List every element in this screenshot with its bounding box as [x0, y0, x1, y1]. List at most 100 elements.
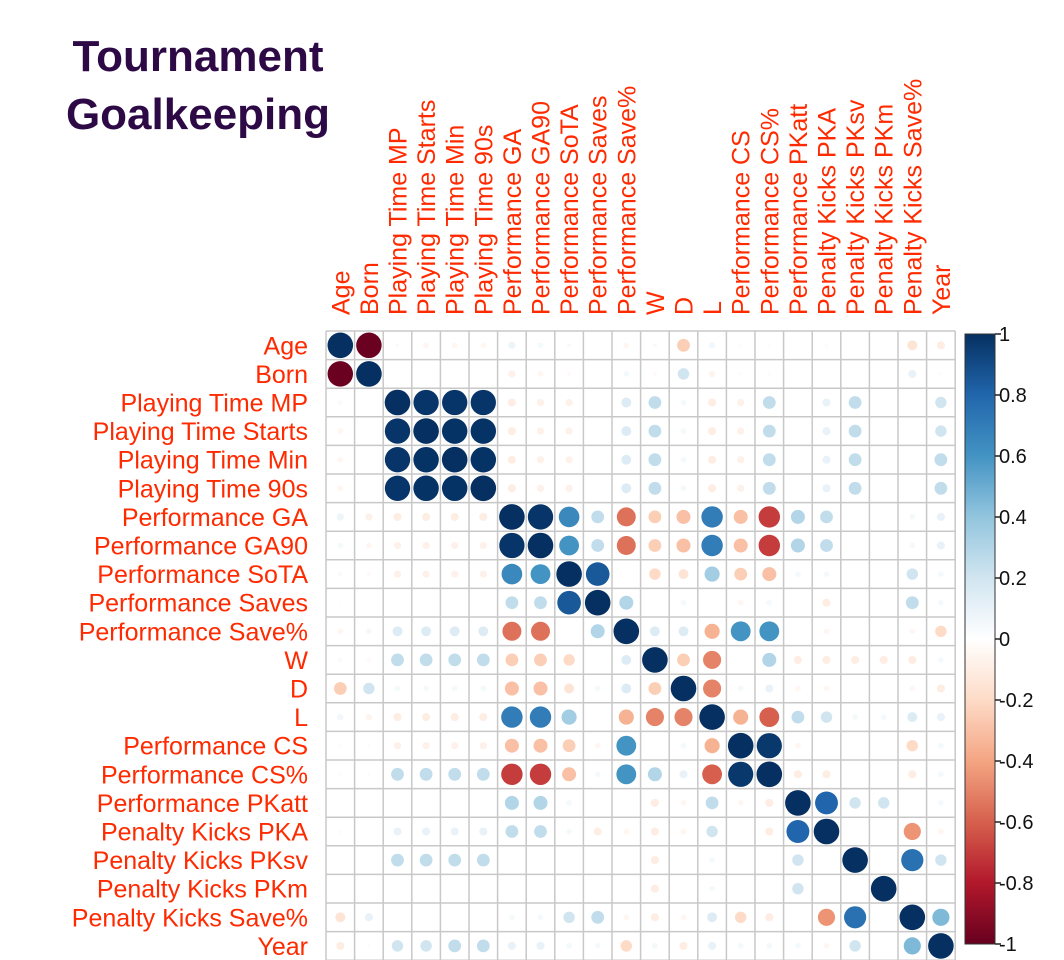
- corr-circle: [441, 446, 468, 473]
- corr-circle: [680, 485, 687, 492]
- corr-circle: [758, 534, 781, 557]
- chart-title-line-1: Tournament: [72, 32, 324, 81]
- legend-tick-label: 0: [999, 629, 1010, 651]
- corr-circle: [795, 571, 801, 577]
- corr-circle: [565, 427, 573, 435]
- corr-circle: [384, 418, 411, 444]
- row-label: Playing Time Min: [118, 447, 308, 475]
- corr-circle: [448, 767, 462, 781]
- corr-circle: [616, 764, 637, 785]
- corr-circle: [333, 682, 347, 695]
- column-label: Born: [356, 262, 384, 315]
- corr-circle: [938, 800, 944, 806]
- row-label: Performance GA: [122, 504, 309, 532]
- corr-circle: [499, 504, 525, 530]
- corr-circle: [934, 481, 948, 495]
- corr-circle: [909, 628, 916, 635]
- corr-circle: [478, 626, 489, 637]
- corr-circle: [338, 657, 343, 663]
- corr-circle: [621, 454, 632, 465]
- chart-title-line-2: Goalkeeping: [65, 90, 331, 139]
- column-label: Penalty Kicks PKm: [871, 104, 899, 315]
- corr-circle: [594, 742, 601, 749]
- corr-circle: [822, 770, 831, 779]
- corr-circle: [536, 941, 545, 950]
- corr-circle: [936, 684, 945, 693]
- corr-circle: [758, 506, 781, 528]
- corr-circle: [699, 704, 725, 730]
- corr-circle: [470, 418, 497, 444]
- corr-circle: [618, 709, 634, 725]
- color-legend-bar: [964, 333, 996, 945]
- corr-circle: [738, 343, 743, 348]
- corr-circle: [337, 628, 344, 635]
- corr-circle: [450, 713, 459, 722]
- corr-circle: [823, 685, 830, 692]
- corr-circle: [621, 654, 632, 665]
- corr-circle: [767, 372, 772, 376]
- corr-circle: [701, 506, 723, 528]
- corr-circle: [565, 456, 573, 464]
- corr-circle: [591, 910, 605, 924]
- corr-circle: [596, 372, 599, 376]
- column-label: Performance Save%: [613, 86, 641, 315]
- corr-circle: [423, 342, 429, 349]
- corr-circle: [903, 822, 921, 841]
- corr-circle: [561, 709, 577, 725]
- corr-circle: [649, 626, 660, 637]
- corr-circle: [531, 621, 550, 641]
- corr-circle: [448, 653, 462, 667]
- row-label: Penalty Kicks PKsv: [93, 847, 309, 875]
- corr-circle: [928, 933, 954, 959]
- corr-circle: [678, 626, 689, 637]
- corr-circle: [677, 368, 690, 380]
- corr-circle: [737, 599, 744, 606]
- corr-circle: [648, 539, 662, 552]
- corr-circle: [766, 599, 773, 606]
- corr-circle: [529, 706, 552, 728]
- corr-circle: [339, 601, 342, 604]
- corr-circle: [336, 941, 345, 950]
- corr-circle: [934, 453, 948, 467]
- row-label: W: [284, 647, 308, 675]
- corr-circle: [470, 446, 497, 473]
- corr-circle: [562, 739, 576, 753]
- corr-circle: [621, 683, 632, 694]
- corr-circle: [585, 562, 610, 586]
- corr-circle: [451, 541, 459, 550]
- corr-circle: [676, 509, 691, 524]
- corr-circle: [584, 589, 611, 616]
- corr-circle: [849, 940, 861, 952]
- corr-circle: [365, 713, 373, 721]
- corr-circle: [391, 767, 404, 781]
- corr-circle: [337, 542, 344, 549]
- corr-circle: [419, 767, 433, 781]
- column-label: Performance CS%: [756, 108, 784, 315]
- corr-circle: [527, 504, 554, 530]
- column-label: L: [699, 301, 727, 315]
- corr-circle: [623, 371, 630, 377]
- corr-circle: [680, 399, 687, 406]
- corr-circle: [621, 426, 632, 437]
- corr-circle: [422, 742, 430, 750]
- corr-circle: [680, 914, 687, 921]
- row-label: L: [294, 704, 308, 732]
- corr-circle: [652, 371, 658, 377]
- corr-circle: [785, 790, 811, 816]
- corr-circle: [534, 653, 547, 667]
- corr-circle: [795, 943, 801, 949]
- corr-circle: [767, 343, 772, 348]
- corr-circle: [395, 343, 400, 348]
- corr-circle: [647, 767, 662, 782]
- corr-circle: [423, 685, 429, 692]
- corr-circle: [734, 567, 748, 581]
- corr-circle: [422, 713, 431, 722]
- corr-circle: [335, 912, 346, 923]
- row-label: Playing Time MP: [120, 390, 308, 418]
- column-label: Penalty Kicks PKA: [814, 108, 842, 315]
- corr-circle: [737, 943, 744, 949]
- corr-circle: [762, 652, 777, 667]
- corr-circle: [384, 475, 411, 501]
- corr-circle: [623, 914, 630, 921]
- corr-circle: [707, 912, 718, 923]
